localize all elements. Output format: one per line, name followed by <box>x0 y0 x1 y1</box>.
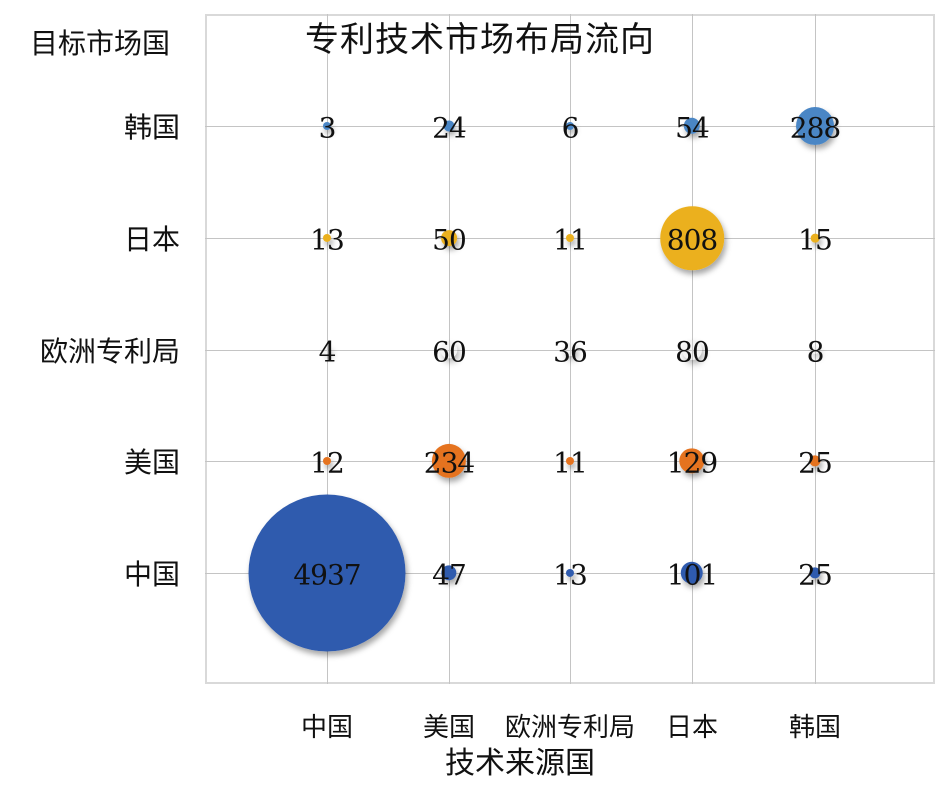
bubble <box>323 122 331 130</box>
bubble <box>682 340 702 360</box>
bubble <box>323 457 331 465</box>
bubble <box>683 117 701 135</box>
y-tick-china: 中国 <box>123 558 180 591</box>
bubble-value-label: 6 <box>561 111 580 145</box>
bubble <box>323 346 331 354</box>
bubble <box>679 448 705 474</box>
bubble-value-label: 60 <box>432 335 467 369</box>
x-tick-china: 中国 <box>300 713 354 743</box>
bubble <box>811 346 819 354</box>
bubble-value-label: 808 <box>666 223 718 257</box>
bubble-value-label: 101 <box>666 558 718 592</box>
bubble-value-label: 80 <box>675 335 710 369</box>
chart-title: 专利技术市场布局流向 <box>305 20 655 60</box>
bubble-value-label: 25 <box>798 558 833 592</box>
bubble <box>443 120 455 132</box>
gridline-vertical <box>815 14 816 684</box>
bubble-value-label: 288 <box>789 111 841 145</box>
bubble <box>680 561 704 585</box>
bubble-value-label: 54 <box>675 111 710 145</box>
y-tick-japan: 日本 <box>123 223 180 256</box>
bubble <box>431 443 467 479</box>
y-tick-usa: 美国 <box>123 446 180 479</box>
x-axis-title: 技术来源国 <box>445 746 595 781</box>
x-tick-epo: 欧洲专利局 <box>504 713 636 743</box>
bubble <box>322 233 332 243</box>
bubble-value-label: 25 <box>798 446 833 480</box>
bubble <box>565 568 575 578</box>
gridline-vertical <box>692 14 693 684</box>
y-tick-epo: 欧洲专利局 <box>39 335 180 368</box>
x-tick-japan: 日本 <box>665 713 719 743</box>
bubble-value-label: 15 <box>798 223 833 257</box>
bubble <box>566 457 574 465</box>
bubble <box>809 455 821 467</box>
bubble-value-label: 24 <box>432 111 467 145</box>
y-tick-korea: 韩国 <box>123 111 180 144</box>
bubble-value-label: 4 <box>318 335 337 369</box>
bubble <box>566 234 574 242</box>
bubble <box>563 343 577 357</box>
bubble-value-label: 8 <box>806 335 825 369</box>
bubble <box>441 565 457 581</box>
bubble-value-label: 13 <box>553 558 588 592</box>
bubble <box>248 494 406 652</box>
bubble <box>440 341 458 359</box>
bubble <box>566 122 574 130</box>
gridline-vertical <box>449 14 450 684</box>
gridline-vertical <box>327 14 328 684</box>
bubble <box>660 206 724 270</box>
x-tick-usa: 美国 <box>422 713 476 743</box>
bubble-value-label: 47 <box>432 558 467 592</box>
bubble-value-label: 50 <box>432 223 467 257</box>
x-tick-korea: 韩国 <box>788 713 842 743</box>
bubble-value-label: 12 <box>310 446 345 480</box>
bubble <box>810 233 820 243</box>
bubble-value-label: 11 <box>553 446 588 480</box>
gridline-horizontal <box>205 350 935 351</box>
bubble <box>796 107 834 145</box>
bubble <box>809 567 821 579</box>
bubble-value-label: 13 <box>310 223 345 257</box>
bubble-value-label: 4937 <box>293 558 361 592</box>
gridline-vertical <box>570 14 571 684</box>
bubble-value-label: 11 <box>553 223 588 257</box>
bubble-value-label: 129 <box>666 446 718 480</box>
y-axis-title: 目标市场国 <box>30 27 171 60</box>
bubble-value-label: 3 <box>318 111 337 145</box>
bubble <box>441 230 457 246</box>
bubble-value-label: 234 <box>423 446 475 480</box>
bubble-value-label: 36 <box>553 335 588 369</box>
